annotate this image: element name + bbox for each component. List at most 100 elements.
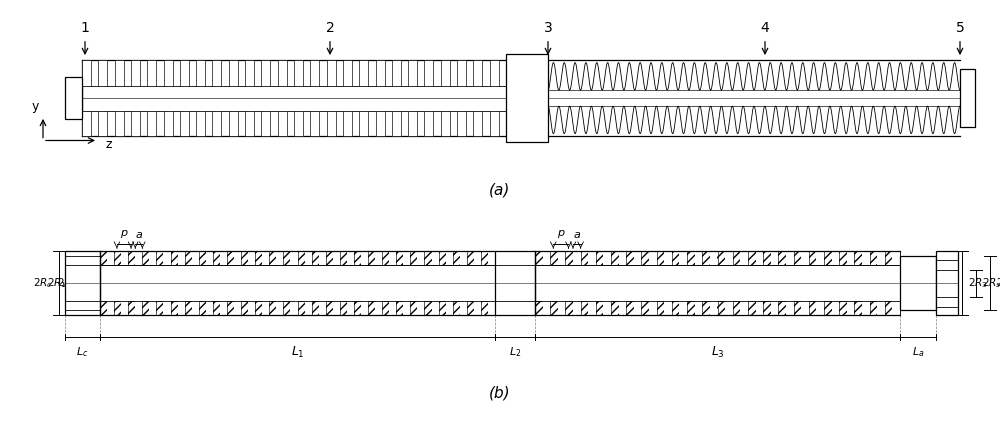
Bar xyxy=(319,251,326,265)
Bar xyxy=(359,60,368,86)
Bar xyxy=(473,111,482,136)
Bar xyxy=(619,301,626,315)
Bar xyxy=(180,60,189,86)
Bar xyxy=(206,251,213,265)
Text: $L_1$: $L_1$ xyxy=(291,345,304,360)
Bar xyxy=(276,251,283,265)
Bar xyxy=(107,301,114,315)
Text: $2R_s$: $2R_s$ xyxy=(982,277,1000,290)
Bar xyxy=(115,111,124,136)
Bar xyxy=(432,301,439,315)
Text: $L_a$: $L_a$ xyxy=(912,345,924,359)
Bar xyxy=(147,60,156,86)
Bar xyxy=(892,301,900,315)
Bar xyxy=(679,251,687,265)
Bar xyxy=(262,251,269,265)
Bar xyxy=(343,60,352,86)
Bar xyxy=(361,251,368,265)
Bar xyxy=(245,111,254,136)
Bar xyxy=(877,251,885,265)
Bar xyxy=(196,111,205,136)
Bar xyxy=(164,60,173,86)
Bar xyxy=(832,251,839,265)
Bar xyxy=(290,251,298,265)
Bar xyxy=(220,251,227,265)
Bar xyxy=(164,111,173,136)
Bar xyxy=(424,111,433,136)
Bar xyxy=(588,301,596,315)
Bar xyxy=(333,251,340,265)
Bar xyxy=(294,111,303,136)
Bar xyxy=(786,301,794,315)
Bar xyxy=(506,54,548,142)
Bar xyxy=(376,60,385,86)
Bar xyxy=(131,60,140,86)
Bar xyxy=(710,251,717,265)
Bar xyxy=(107,251,114,265)
Bar xyxy=(664,251,672,265)
Bar xyxy=(180,111,189,136)
Bar xyxy=(192,301,199,315)
Bar xyxy=(403,251,410,265)
Bar xyxy=(178,301,185,315)
Bar xyxy=(359,111,368,136)
Bar xyxy=(588,251,596,265)
Text: 5: 5 xyxy=(956,21,964,35)
Bar xyxy=(135,251,142,265)
Text: $2R_3$: $2R_3$ xyxy=(968,277,988,290)
Bar xyxy=(603,301,611,315)
Bar xyxy=(392,111,401,136)
Bar xyxy=(248,251,255,265)
Text: (a): (a) xyxy=(489,182,511,197)
Bar xyxy=(343,111,352,136)
Bar xyxy=(310,60,319,86)
Bar xyxy=(573,301,581,315)
Bar xyxy=(261,111,270,136)
Bar xyxy=(163,251,171,265)
Bar xyxy=(294,60,303,86)
Bar xyxy=(441,60,450,86)
Bar xyxy=(408,111,417,136)
Bar xyxy=(457,111,466,136)
Bar xyxy=(376,111,385,136)
Bar xyxy=(392,60,401,86)
Text: z: z xyxy=(105,137,112,151)
Bar xyxy=(361,301,368,315)
Bar xyxy=(695,251,702,265)
Bar xyxy=(147,111,156,136)
Bar xyxy=(261,60,270,86)
Bar xyxy=(278,111,287,136)
Bar xyxy=(649,301,657,315)
Text: $a$: $a$ xyxy=(135,230,143,240)
Bar xyxy=(408,60,417,86)
Bar xyxy=(115,60,124,86)
Bar xyxy=(460,301,467,315)
Bar xyxy=(490,111,499,136)
Bar xyxy=(178,251,185,265)
Bar xyxy=(490,60,499,86)
Bar xyxy=(543,301,550,315)
Bar xyxy=(558,301,565,315)
Bar xyxy=(100,251,495,265)
Bar xyxy=(801,301,809,315)
Bar xyxy=(327,60,336,86)
Bar xyxy=(375,301,382,315)
Bar xyxy=(327,111,336,136)
Text: 4: 4 xyxy=(761,21,769,35)
Bar xyxy=(149,251,156,265)
Bar xyxy=(98,60,107,86)
Bar xyxy=(375,251,382,265)
Text: $L_3$: $L_3$ xyxy=(711,345,724,360)
Bar xyxy=(634,301,641,315)
Bar xyxy=(877,301,885,315)
Bar xyxy=(196,60,205,86)
Bar xyxy=(488,251,495,265)
Bar xyxy=(495,251,535,315)
Bar xyxy=(474,301,481,315)
Bar xyxy=(432,251,439,265)
Text: $2R_2$: $2R_2$ xyxy=(57,277,77,290)
Text: $2R_1$: $2R_1$ xyxy=(996,277,1000,290)
Bar xyxy=(389,251,396,265)
Bar xyxy=(65,77,82,119)
Text: $L_2$: $L_2$ xyxy=(509,345,521,359)
